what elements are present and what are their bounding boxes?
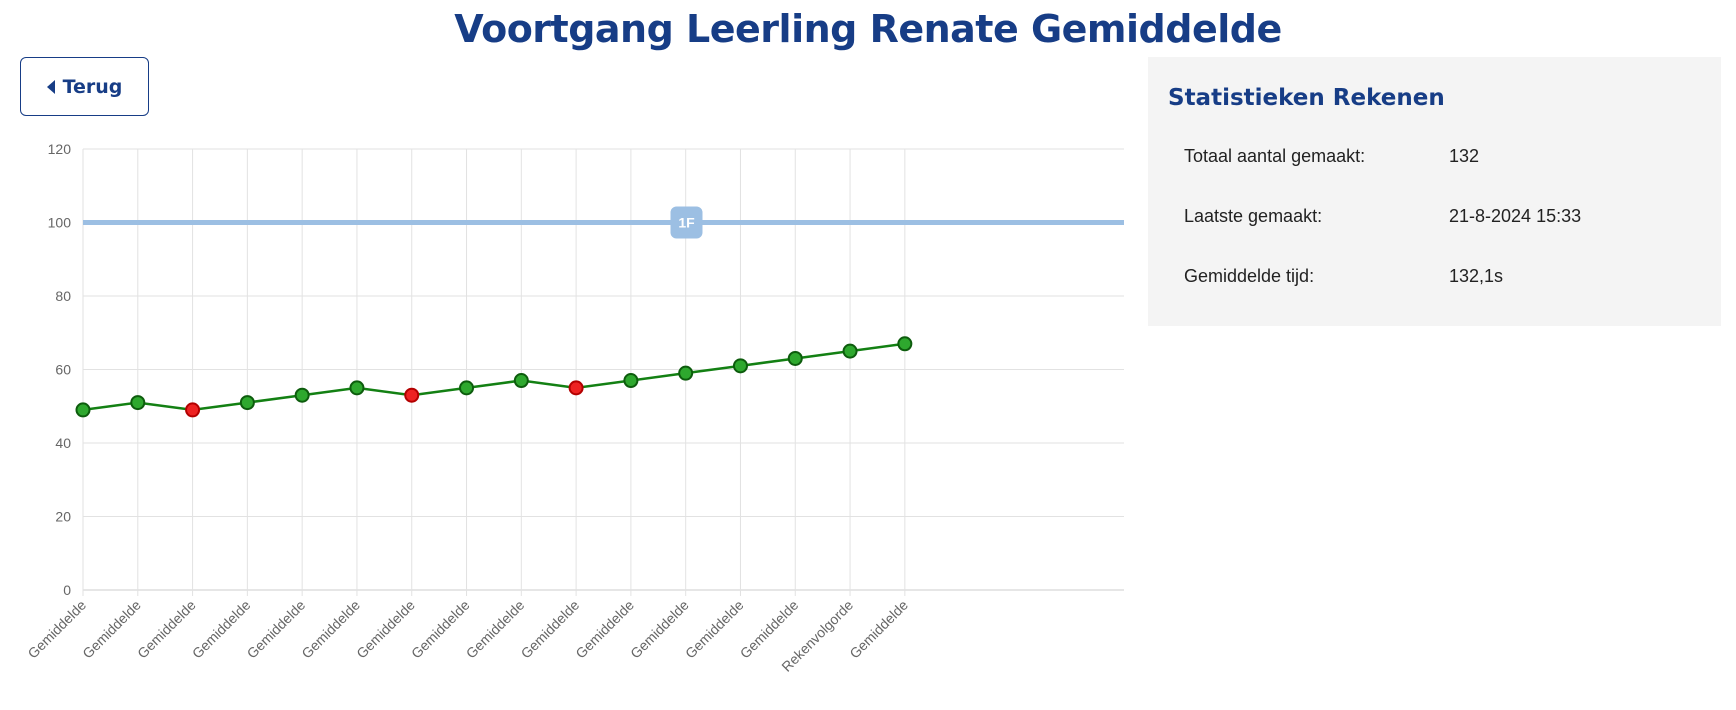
- y-tick-label: 0: [63, 582, 71, 598]
- data-point: [294, 387, 310, 403]
- data-point: [459, 380, 475, 396]
- progress-chart: 020406080100120GemiddeldeGemiddeldeGemid…: [24, 141, 1124, 675]
- series-line: [82, 342, 906, 412]
- x-tick-label: Gemiddelde: [846, 597, 911, 662]
- data-point: [787, 350, 803, 366]
- stats-title: Statistieken Rekenen: [1168, 85, 1445, 111]
- stat-value: 132,1s: [1449, 266, 1504, 286]
- data-point: [842, 343, 858, 359]
- data-point: [623, 373, 639, 389]
- stat-value: 132: [1449, 146, 1480, 166]
- data-point: [185, 402, 201, 418]
- caret-left-icon: [46, 79, 55, 94]
- data-point: [75, 402, 91, 418]
- data-point: [239, 395, 255, 411]
- data-point: [897, 336, 913, 352]
- y-tick-label: 80: [55, 288, 71, 304]
- target-line-badge: [670, 206, 703, 239]
- y-tick-label: 60: [55, 362, 71, 378]
- stats-panel: Statistieken Rekenen Totaal aantal gemaa…: [1148, 57, 1721, 326]
- y-tick-label: 120: [48, 141, 72, 157]
- y-tick-label: 20: [55, 509, 71, 525]
- data-point: [130, 395, 146, 411]
- data-point: [568, 380, 584, 396]
- data-point: [732, 358, 748, 374]
- stat-value: 21-8-2024 15:33: [1449, 206, 1582, 226]
- back-button-label: Terug: [62, 75, 123, 98]
- y-tick-label: 100: [48, 215, 72, 231]
- target-line-label: 1F: [678, 215, 695, 231]
- y-tick-label: 40: [55, 435, 71, 451]
- page-title: Voortgang Leerling Renate Gemiddelde: [454, 7, 1282, 51]
- data-point: [349, 380, 365, 396]
- stat-label: Totaal aantal gemaakt:: [1184, 146, 1366, 166]
- back-button[interactable]: Terug: [20, 57, 149, 116]
- data-point: [513, 373, 529, 389]
- data-point: [404, 387, 420, 403]
- stat-label: Gemiddelde tijd:: [1184, 266, 1315, 286]
- data-point: [678, 365, 694, 381]
- stat-label: Laatste gemaakt:: [1184, 206, 1323, 226]
